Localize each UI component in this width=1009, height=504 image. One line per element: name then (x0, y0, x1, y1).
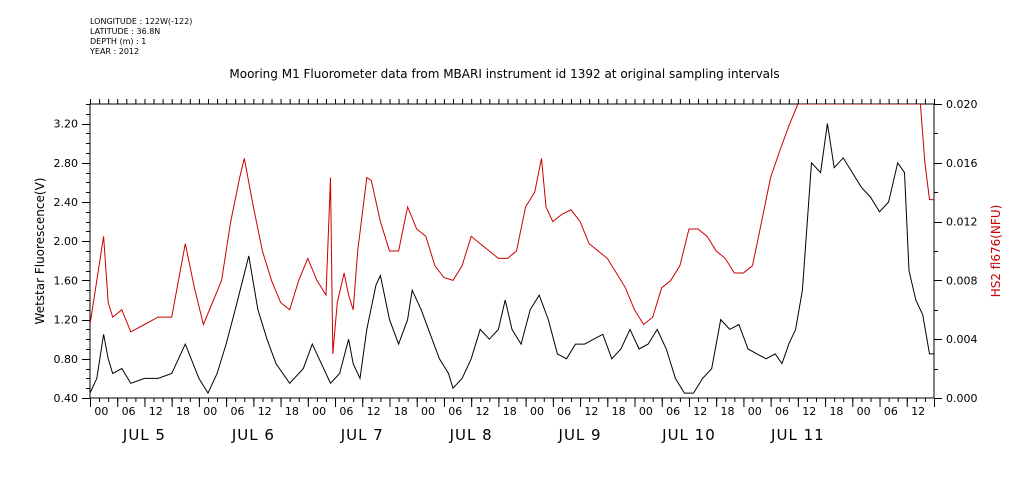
meta-depth: DEPTH (m) : 1 (90, 37, 147, 46)
x-tick-label: 18 (721, 405, 735, 418)
x-tick-label: 06 (122, 405, 136, 418)
x-tick-label: 00 (94, 405, 108, 418)
x-tick-label: 18 (612, 405, 626, 418)
x-tick-label: 00 (421, 405, 435, 418)
x-tick-label: 18 (503, 405, 517, 418)
x-day-label: JUL 6 (231, 426, 275, 444)
left-tick-label: 3.20 (54, 118, 79, 131)
right-tick-label: 0.012 (946, 216, 978, 229)
x-tick-label: 06 (448, 405, 462, 418)
x-tick-label: 00 (748, 405, 762, 418)
x-tick-label: 12 (149, 405, 163, 418)
left-tick-label: 0.40 (54, 392, 79, 405)
x-tick-label: 06 (775, 405, 789, 418)
x-day-label: JUL 8 (449, 426, 493, 444)
right-tick-label: 0.008 (946, 274, 978, 287)
x-day-label: JUL 10 (661, 426, 716, 444)
series-hs2-line (90, 104, 934, 354)
right-tick-label: 0.004 (946, 333, 978, 346)
plot-frame (89, 103, 935, 399)
x-tick-label: 06 (230, 405, 244, 418)
x-tick-label: 12 (802, 405, 816, 418)
right-tick-label: 0.000 (946, 392, 978, 405)
x-day-label: JUL 5 (122, 426, 166, 444)
x-day-label: JUL 7 (340, 426, 384, 444)
x-tick-label: 00 (203, 405, 217, 418)
x-tick-label: 00 (857, 405, 871, 418)
left-tick-label: 0.80 (54, 353, 79, 366)
x-tick-label: 12 (693, 405, 707, 418)
x-day-label: JUL 11 (770, 426, 825, 444)
x-tick-label: 00 (530, 405, 544, 418)
x-day-label: JUL 9 (558, 426, 602, 444)
x-tick-label: 12 (367, 405, 381, 418)
x-tick-label: 06 (557, 405, 571, 418)
series-wetstar-line (90, 123, 934, 395)
x-tick-label: 06 (339, 405, 353, 418)
x-tick-label: 12 (911, 405, 925, 418)
x-tick-label: 18 (176, 405, 190, 418)
left-tick-label: 2.40 (54, 196, 79, 209)
left-tick-label: 1.20 (54, 314, 79, 327)
right-tick-label: 0.020 (946, 98, 978, 111)
x-tick-label: 12 (258, 405, 272, 418)
x-tick-label: 00 (639, 405, 653, 418)
x-tick-label: 18 (285, 405, 299, 418)
x-tick-label: 06 (884, 405, 898, 418)
right-tick-label: 0.016 (946, 157, 978, 170)
meta-year: YEAR : 2012 (90, 47, 140, 56)
x-tick-label: 18 (394, 405, 408, 418)
y-axis-label-right: HS2 fl676(NFU) (989, 205, 1003, 298)
meta-longitude: LONGITUDE : 122W(-122) (90, 17, 193, 26)
y-axis-label-left: Wetstar Fluorescence(V) (33, 178, 47, 325)
x-tick-label: 00 (312, 405, 326, 418)
x-tick-label: 12 (584, 405, 598, 418)
meta-latitude: LATITUDE : 36.8N (90, 27, 161, 36)
x-tick-label: 06 (666, 405, 680, 418)
x-tick-label: 18 (829, 405, 843, 418)
x-tick-label: 12 (476, 405, 490, 418)
metadata-block: LONGITUDE : 122W(-122) LATITUDE : 36.8N … (90, 17, 192, 57)
left-tick-label: 2.00 (54, 235, 79, 248)
left-tick-label: 2.80 (54, 157, 79, 170)
chart-title: Mooring M1 Fluorometer data from MBARI i… (229, 67, 780, 81)
left-tick-label: 1.60 (54, 274, 79, 287)
